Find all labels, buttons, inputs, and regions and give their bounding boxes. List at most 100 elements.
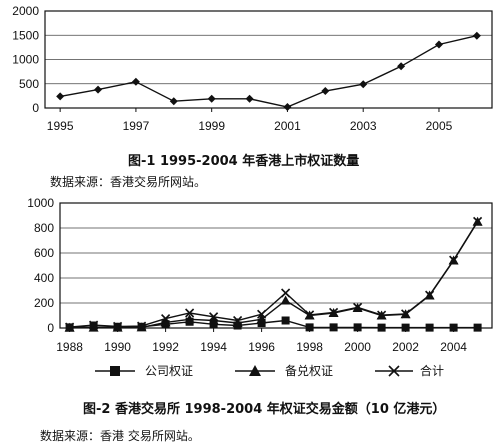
chart1-x-ticks: 1995 1997 1999 2001 2003 2005 <box>47 108 453 133</box>
chart2-data-point <box>209 312 219 322</box>
chart2-x-tick-label: 1992 <box>152 340 179 354</box>
chart2-data-point <box>65 322 75 332</box>
chart2-data-point <box>113 321 123 331</box>
chart2-data-point <box>425 323 434 332</box>
triangle-marker-icon <box>249 365 261 376</box>
chart1-title: 图-1 1995-2004 年香港上市权证数量 <box>128 153 359 169</box>
chart2-y-tick-label: 600 <box>34 246 54 260</box>
chart1-grid <box>45 34 492 85</box>
chart2-data-point <box>257 309 267 319</box>
chart2-data-point <box>329 323 338 332</box>
chart2-data-point <box>473 216 483 226</box>
chart1-y-tick-label: 0 <box>32 101 39 115</box>
chart1-data-point <box>207 94 216 103</box>
legend-label-company: 公司权证 <box>145 364 193 378</box>
chart1-plot-frame <box>44 10 493 109</box>
chart2-data-point <box>89 320 99 330</box>
chart2-data-point <box>449 323 458 332</box>
chart1-data-point <box>359 80 368 89</box>
chart2-y-ticks: 0 200 400 600 800 1000 <box>27 196 54 335</box>
chart1-data-point <box>283 103 292 112</box>
chart1-series <box>56 31 481 112</box>
chart1-y-tick-label: 1000 <box>12 53 39 67</box>
chart2-data-point <box>377 323 386 332</box>
chart2-y-tick-label: 800 <box>34 221 54 235</box>
chart2-series-line-1 <box>69 221 479 329</box>
chart2-legend: 公司权证 备兑权证 合计 <box>95 363 444 378</box>
chart2-data-point <box>184 314 195 324</box>
chart2-data-point <box>281 288 291 298</box>
chart2-y-tick-label: 200 <box>34 296 54 310</box>
chart1-x-tick-label: 2005 <box>426 119 453 133</box>
chart2-data-point <box>449 255 459 265</box>
chart2-data-point <box>473 323 482 332</box>
chart2-data-point <box>160 317 171 327</box>
chart2-plot-frame <box>59 202 493 329</box>
chart1-x-tick-label: 1995 <box>47 119 74 133</box>
chart2-x-tick-label: 1988 <box>56 340 83 354</box>
chart2-x-tick-label: 1994 <box>200 340 227 354</box>
chart2-data-point <box>256 314 267 324</box>
chart1-y-ticks: 0 500 1000 1500 2000 <box>12 4 39 115</box>
chart1-data-point <box>434 40 443 49</box>
chart1-x-tick-label: 2003 <box>350 119 377 133</box>
chart2-data-point <box>137 321 147 331</box>
chart2-x-tick-label: 2004 <box>440 340 467 354</box>
chart1-data-point <box>169 97 178 106</box>
square-marker-icon <box>110 366 120 376</box>
legend-label-total: 合计 <box>420 363 444 378</box>
chart1-data-point <box>397 62 406 71</box>
chart2-source-note: 数据来源：香港 交易所网站。 <box>40 428 200 443</box>
chart1-x-tick-label: 1997 <box>123 119 150 133</box>
legend-label-covered: 备兑权证 <box>285 364 333 378</box>
chart2-data-point <box>88 322 99 332</box>
legend-item-company-warrants: 公司权证 <box>95 364 193 378</box>
chart2-series-line-2 <box>69 221 479 328</box>
chart2-x-tick-label: 2002 <box>392 340 419 354</box>
chart2-data-point <box>233 315 243 326</box>
chart2-series <box>64 216 483 332</box>
chart2-title: 图-2 香港交易所 1998-2004 年权证交易金额（10 亿港元） <box>83 401 445 417</box>
chart1-series-line-0 <box>60 35 477 108</box>
chart1-data-point <box>94 85 103 94</box>
legend-item-total: 合计 <box>375 363 444 378</box>
chart2-data-point <box>305 323 314 332</box>
chart1-y-tick-label: 2000 <box>12 4 39 18</box>
chart2-y-tick-label: 0 <box>47 321 54 335</box>
chart1-y-tick-label: 1500 <box>12 28 39 42</box>
chart1-data-point <box>321 87 330 96</box>
chart1: 0 500 1000 1500 2000 1995 1997 1999 2001 2003 200… <box>12 4 493 189</box>
chart1-x-tick-label: 1999 <box>198 119 225 133</box>
chart2-x-tick-label: 1996 <box>248 340 275 354</box>
chart2-y-tick-label: 1000 <box>27 196 54 210</box>
chart1-data-point <box>131 77 140 86</box>
chart2-x-tick-label: 1998 <box>296 340 323 354</box>
chart2-x-tick-label: 1990 <box>104 340 131 354</box>
chart2-data-point <box>281 316 290 325</box>
chart2-data-point <box>280 295 291 305</box>
chart2-y-tick-label: 400 <box>34 271 54 285</box>
chart2-data-point <box>401 309 411 319</box>
chart2-data-point <box>377 310 387 320</box>
chart2-x-tick-label: 2000 <box>344 340 371 354</box>
chart1-source-note: 数据来源：香港交易所网站。 <box>50 174 206 189</box>
chart2-data-point <box>185 308 195 318</box>
chart2-data-point <box>425 290 435 300</box>
chart2-data-point <box>208 315 219 325</box>
chart2-data-point <box>353 323 362 332</box>
chart2-data-point <box>305 310 315 320</box>
chart1-y-tick-label: 500 <box>19 77 39 91</box>
chart1-x-tick-label: 2001 <box>274 119 301 133</box>
chart2-data-point <box>161 314 171 324</box>
chart2-data-point <box>329 307 339 317</box>
chart2-x-ticks: 1988 1990 1992 1994 1996 1998 2000 2002 2004 <box>56 328 467 354</box>
chart2-data-point <box>353 302 363 312</box>
chart1-data-point <box>472 31 481 40</box>
chart2-data-point <box>232 318 243 327</box>
chart2-data-point <box>401 323 410 332</box>
chart1-data-point <box>245 94 254 103</box>
x-marker-icon <box>388 365 400 377</box>
legend-item-covered-warrants: 备兑权证 <box>235 364 333 378</box>
